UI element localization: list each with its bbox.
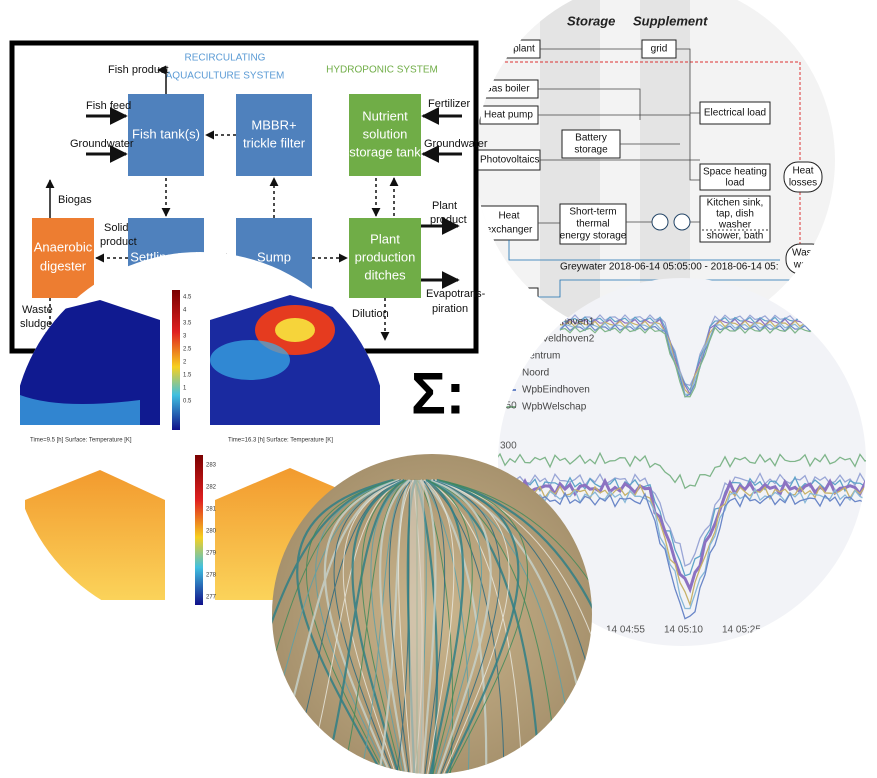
- flow-label: Fertilizer: [428, 98, 471, 110]
- colorbar-label: 282: [206, 485, 217, 491]
- label: water: [793, 260, 819, 271]
- colorbar-label: 0.5: [183, 399, 192, 405]
- label: shower, bath: [707, 231, 764, 242]
- label: Short-term: [569, 207, 616, 218]
- label: Power plant: [482, 44, 535, 55]
- node-label: production: [355, 249, 416, 264]
- label: Heat pump: [484, 110, 533, 121]
- label: tap, dish: [716, 209, 754, 220]
- y-tick-label: 350: [500, 401, 517, 412]
- label: Heat: [792, 166, 813, 177]
- node-label: ditches: [364, 267, 406, 282]
- x-tick-label: 14 05:25: [722, 625, 761, 636]
- sim-hotspot: [210, 340, 290, 380]
- flow-label: Dilution: [352, 308, 389, 320]
- flow-label: Waste: [22, 304, 53, 316]
- label: Collector: [485, 292, 525, 303]
- pillar: [410, 480, 424, 778]
- label: washer: [718, 220, 752, 231]
- legend-label: AanjVeldhoven1: [522, 317, 595, 328]
- chart-title: Greywater 2018-06-14 05:05:00 - 2018-06-…: [560, 262, 778, 273]
- legend-label: Noord: [522, 368, 549, 379]
- flow-label: product: [100, 236, 137, 248]
- label: losses: [789, 178, 817, 189]
- label: energy storage: [560, 231, 627, 242]
- sigma-symbol: Σ:: [411, 361, 465, 426]
- colorbar-label: 4.5: [183, 295, 192, 301]
- colorbar: [195, 455, 203, 605]
- junction: [674, 214, 690, 230]
- label: Gas boiler: [484, 84, 530, 95]
- node-label: digester: [40, 258, 87, 273]
- flow-label: product: [430, 214, 467, 226]
- system-label: RECIRCULATING: [185, 53, 266, 64]
- flow-label: Solid: [104, 222, 128, 234]
- node-label: MBBR+: [251, 117, 296, 132]
- node-label: solution: [363, 126, 408, 141]
- colorbar-label: 279: [206, 551, 217, 557]
- colorbar-label: 1.5: [183, 373, 192, 379]
- label: Photovoltaics: [480, 155, 539, 166]
- colorbar: [172, 290, 180, 430]
- node-label: Sump: [257, 249, 291, 264]
- flow-label: Biogas: [58, 194, 92, 206]
- flow-label: sludge: [20, 318, 52, 330]
- energy-column: [540, 0, 600, 350]
- node-label: Plant: [370, 231, 400, 246]
- junction: [652, 214, 668, 230]
- node-label: Nutrient: [362, 108, 408, 123]
- label: exchanger: [486, 225, 533, 236]
- header: Storage: [567, 13, 615, 28]
- label: Battery: [575, 133, 607, 144]
- node-label: trickle filter: [243, 135, 306, 150]
- legend-label: AanjVeldhoven2: [522, 334, 595, 345]
- legend-label: WpbWelschap: [522, 402, 587, 413]
- colorbar-label: 3.5: [183, 321, 192, 327]
- label: thermal: [576, 219, 609, 230]
- colorbar-label: 280: [206, 529, 217, 535]
- x-tick-label: 14 05:: [780, 625, 808, 636]
- label: Waste: [792, 248, 820, 259]
- system-label: AQUACULTURE SYSTEM: [166, 71, 285, 82]
- colorbar-label: 278: [206, 573, 217, 579]
- flow-label: Fish feed: [86, 100, 131, 112]
- panel-title: Time=9.5 [h] Surface: Temperature [K]: [30, 438, 132, 444]
- x-tick-label: 14 04:55: [606, 625, 645, 636]
- label: Kitchen sink,: [707, 198, 764, 209]
- colorbar-label: 281: [206, 507, 217, 513]
- node-label: Fish tank(s): [132, 126, 200, 141]
- legend-label: Centrum: [522, 351, 560, 362]
- sim-hotspot: [275, 318, 315, 342]
- colorbar-label: 2.5: [183, 347, 192, 353]
- label: Heat: [498, 211, 519, 222]
- y-tick-label: 300: [500, 441, 517, 452]
- flow-label: Plant: [432, 200, 457, 212]
- collage: Storage Supplement Power plant grid Gas …: [0, 0, 877, 778]
- flow-label: Fish product: [108, 64, 169, 76]
- node-label: Anaerobic: [34, 239, 93, 254]
- label: Electrical load: [704, 108, 766, 119]
- box: [480, 288, 538, 306]
- flow-label: Groundwater: [424, 138, 488, 150]
- system-label: HYDROPONIC SYSTEM: [326, 65, 438, 76]
- legend-label: WpbEindhoven: [522, 385, 590, 396]
- colorbar-label: 277: [206, 595, 217, 601]
- flow-label: piration: [432, 303, 468, 315]
- label: load: [726, 178, 745, 189]
- panel-title: Time=16.3 [h] Surface: Temperature [K]: [228, 438, 333, 444]
- header: Supplement: [633, 13, 708, 28]
- flow-label: Groundwater: [70, 138, 134, 150]
- label: storage: [574, 145, 608, 156]
- label: Space heating: [703, 167, 767, 178]
- colorbar-label: 283: [206, 463, 217, 469]
- x-tick-label: 14 05:10: [664, 625, 703, 636]
- label: grid: [651, 44, 668, 55]
- flow-label: Evapotrans-: [426, 288, 486, 300]
- node-label: storage tank: [349, 144, 421, 159]
